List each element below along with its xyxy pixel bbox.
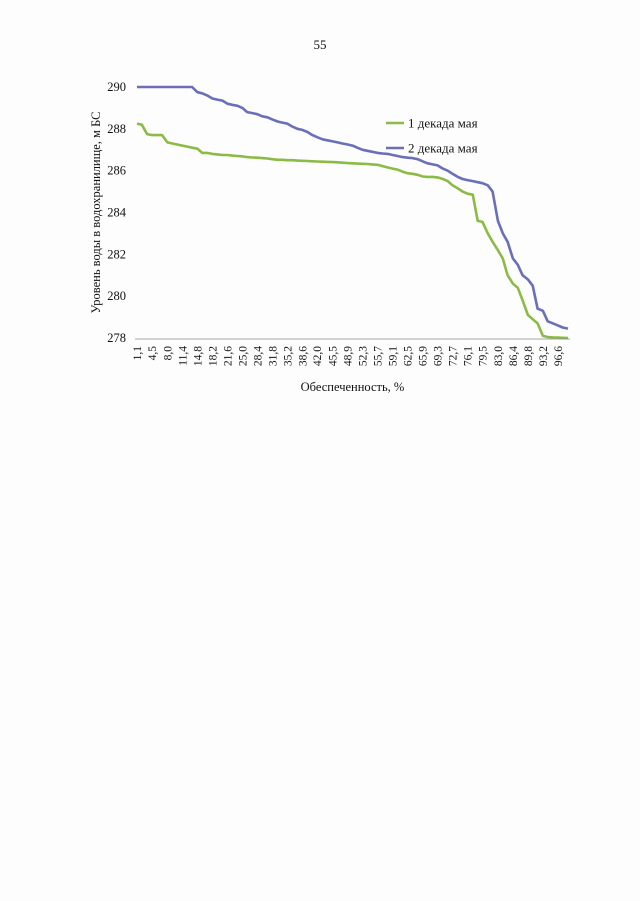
x-tick-label: 35,2 [282, 346, 294, 366]
x-tick-label: 45,5 [328, 346, 340, 366]
x-tick-label: 42,0 [312, 346, 324, 366]
page-number: 55 [313, 37, 327, 52]
x-tick-label: 79,5 [478, 346, 490, 366]
x-axis-title: Обеспеченность, % [301, 380, 405, 394]
x-tick-label: 89,8 [523, 346, 535, 366]
y-axis-title: Уровень воды в водохранилище, м БС [89, 111, 103, 313]
y-tick-label: 290 [107, 80, 126, 94]
x-tick-label: 1,1 [132, 346, 144, 361]
x-tick-label: 25,0 [237, 346, 249, 366]
y-axis-ticks: 278 280 282 284 286 288 290 [107, 80, 127, 345]
x-tick-label: 4,5 [147, 346, 159, 361]
x-tick-label: 48,9 [343, 346, 355, 366]
x-tick-label: 21,6 [222, 346, 234, 366]
x-tick-label: 83,0 [493, 346, 505, 366]
x-tick-label: 76,1 [463, 346, 475, 366]
x-tick-label: 52,3 [358, 346, 370, 366]
y-tick-label: 278 [107, 331, 126, 345]
x-tick-label: 18,2 [207, 346, 219, 366]
chart-legend: 1 декада мая 2 декада мая [386, 116, 478, 156]
y-tick-label: 288 [107, 122, 126, 136]
x-tick-label: 8,0 [162, 346, 174, 361]
y-tick-label: 282 [107, 247, 126, 261]
x-tick-label: 69,3 [433, 346, 445, 366]
series-line-2 [137, 85, 569, 330]
x-tick-label: 59,1 [388, 346, 400, 366]
x-tick-label: 31,8 [267, 346, 279, 366]
x-tick-label: 86,4 [508, 346, 520, 366]
x-tick-label: 96,6 [553, 346, 565, 366]
x-tick-label: 38,6 [297, 346, 309, 366]
legend-label-2: 2 декада мая [408, 141, 478, 156]
y-tick-label: 286 [107, 164, 126, 178]
x-tick-label: 72,7 [448, 346, 460, 366]
x-tick-label: 28,4 [252, 346, 264, 366]
x-tick-label: 93,2 [538, 346, 550, 366]
x-tick-label: 62,5 [403, 346, 415, 366]
series-lines [136, 85, 569, 340]
legend-label-1: 1 декада мая [408, 116, 478, 131]
x-tick-label: 55,7 [373, 346, 385, 366]
x-axis-ticks: 1,1 4,5 8,0 11,4 14,8 18,2 21,6 25,0 28,4 31,8 35,… [132, 346, 565, 366]
y-tick-label: 280 [107, 289, 126, 303]
x-tick-label: 65,9 [418, 346, 430, 366]
x-tick-label: 11,4 [177, 346, 189, 366]
y-tick-label: 284 [107, 206, 127, 220]
x-tick-label: 14,8 [192, 346, 204, 366]
series-line-1 [136, 122, 569, 340]
